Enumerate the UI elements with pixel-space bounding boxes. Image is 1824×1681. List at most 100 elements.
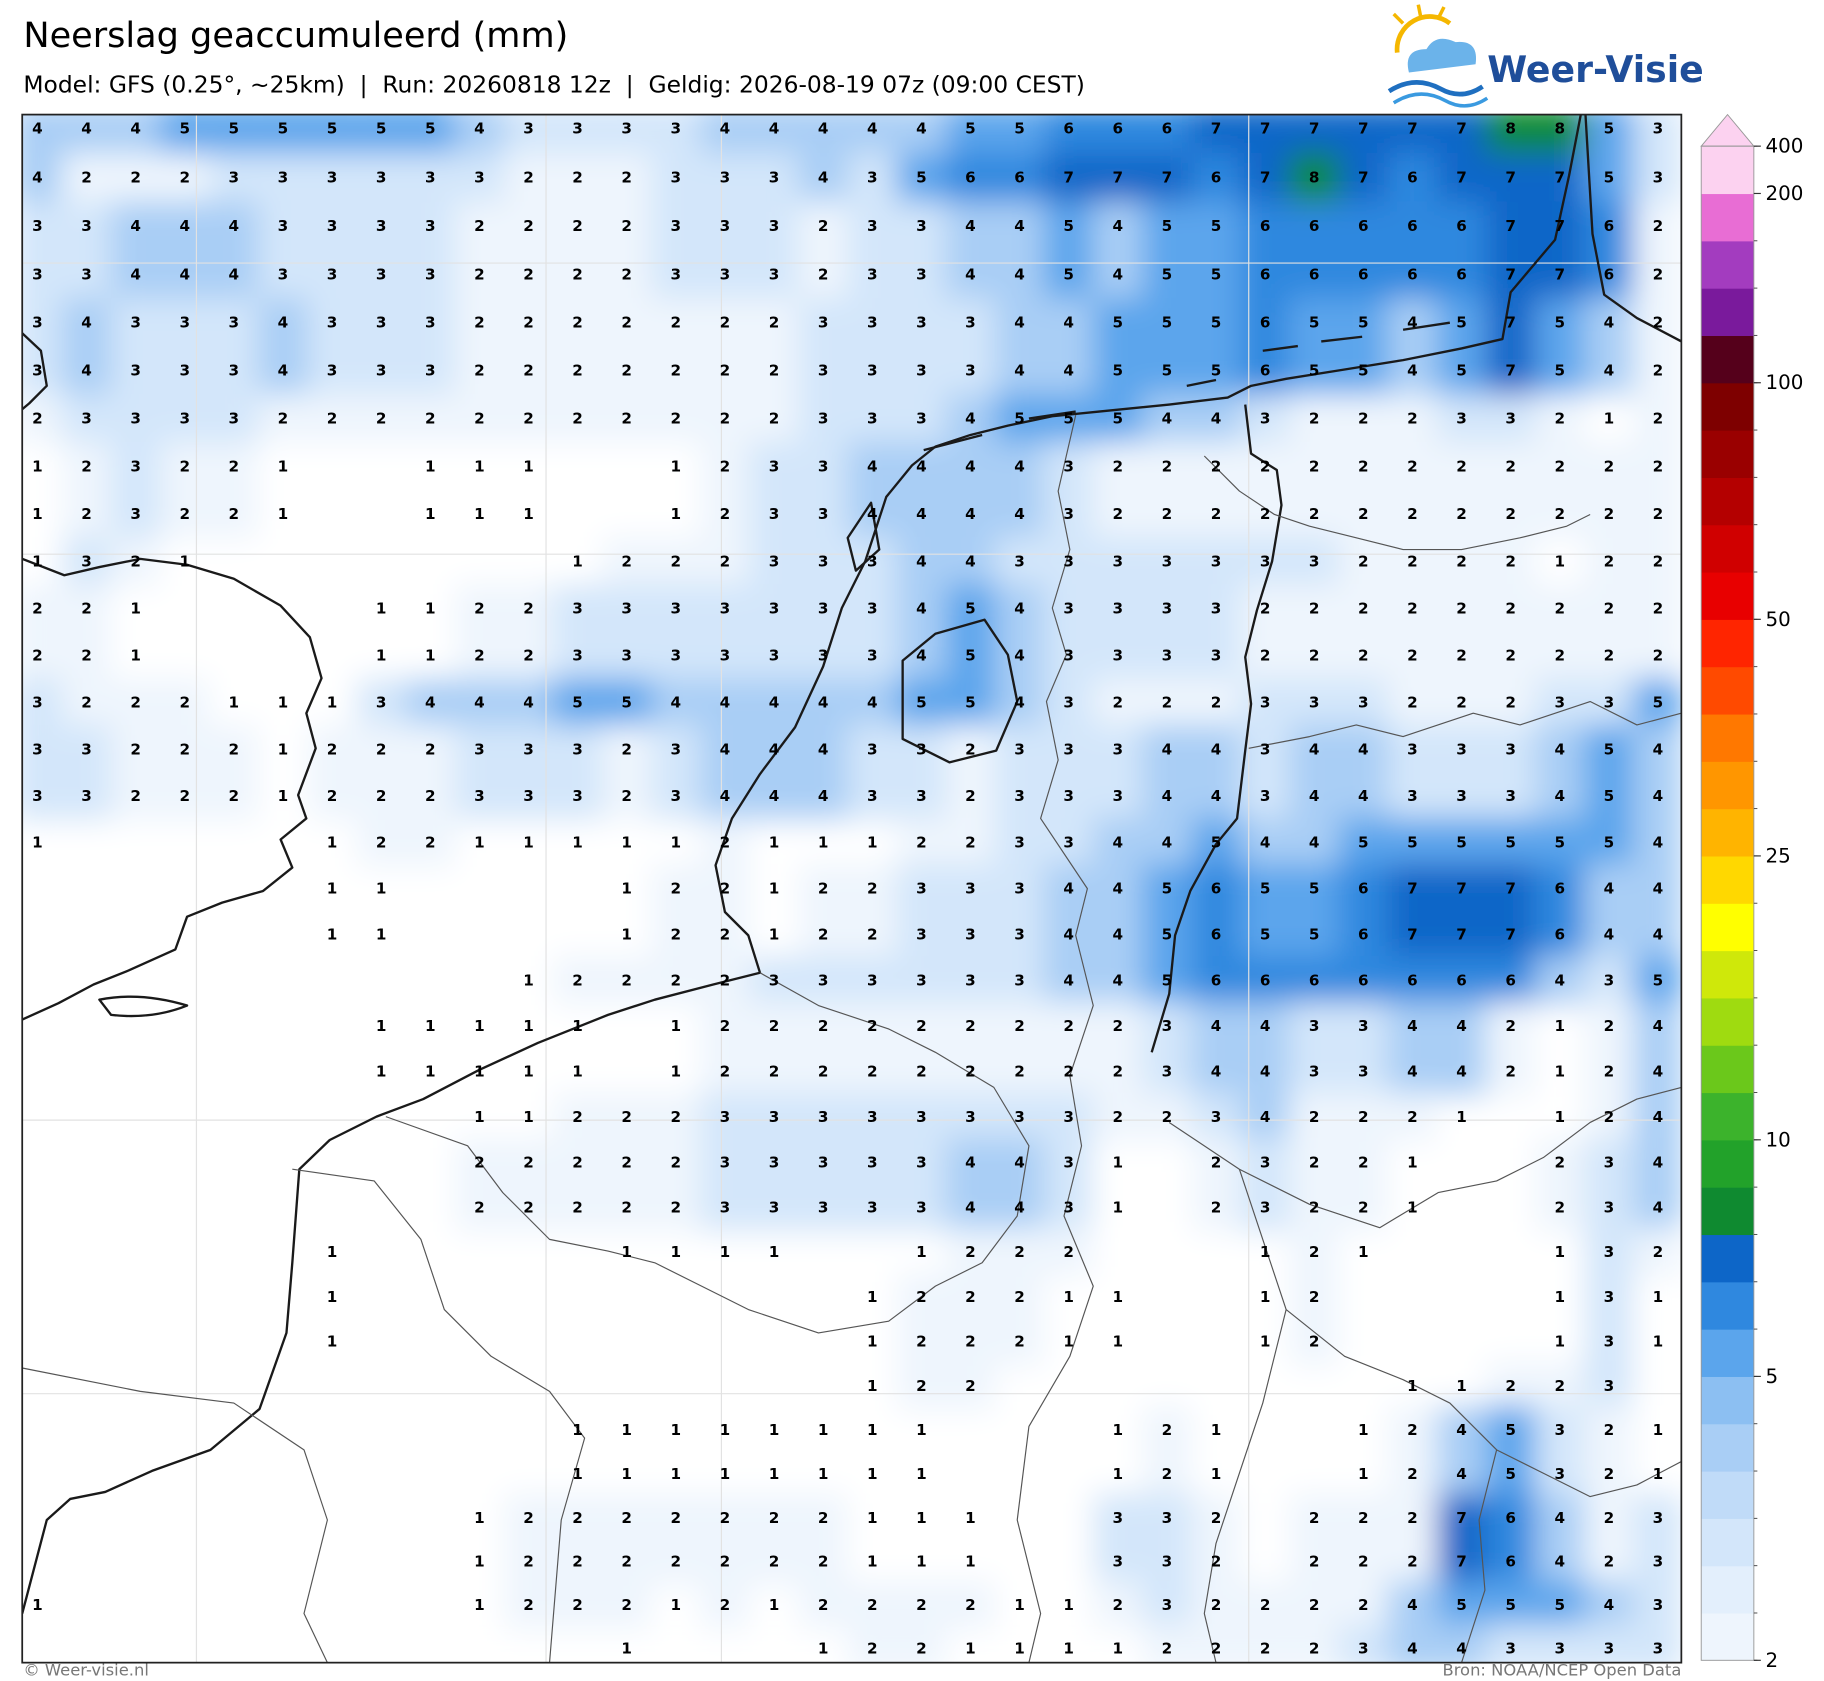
precip-cell — [798, 249, 848, 299]
grid-value: 3 — [916, 971, 927, 989]
precip-cell — [995, 346, 1045, 396]
precip-cell — [209, 489, 259, 539]
precip-cell — [1387, 771, 1437, 821]
border — [1248, 700, 1682, 749]
grid-value: 2 — [1653, 552, 1664, 570]
grid-value: 3 — [278, 265, 289, 283]
precip-cell — [1584, 536, 1634, 586]
grid-value: 5 — [278, 120, 289, 138]
grid-value: 4 — [1014, 1198, 1025, 1216]
logo-rays — [1392, 4, 1446, 25]
precip-cell — [602, 631, 652, 681]
grid-labels: 4 4 4 5 5 5 5 5 5 4 3 3 3 3 4 4 4 4 4 5 5 6 6 6 7 7 7 7 7 7 8 8 5 34 2 2 2 3 3… — [32, 120, 1663, 1658]
precip-cell — [1486, 817, 1536, 867]
grid-value: 2 — [1653, 314, 1664, 332]
precip-cell — [1436, 152, 1487, 202]
precip-cell — [651, 678, 701, 728]
precip-cell — [651, 1537, 701, 1587]
precip-cell — [1584, 489, 1634, 539]
precip-cell — [111, 724, 161, 774]
grid-value: 1 — [1063, 1333, 1074, 1351]
precip-cell — [503, 346, 554, 396]
grid-value: 2 — [130, 694, 141, 712]
grid-value: 2 — [1407, 600, 1418, 618]
grid-value: 5 — [1309, 362, 1320, 380]
colorbar-segment — [1701, 997, 1754, 1046]
precip-cell — [1486, 114, 1536, 154]
grid-value: 1 — [965, 1509, 976, 1527]
grid-value: 8 — [1309, 168, 1320, 186]
precip-cell — [1486, 1493, 1536, 1543]
grid-value: 3 — [376, 168, 387, 186]
grid-value: 1 — [671, 1017, 682, 1035]
precip-cell — [945, 346, 996, 396]
grid-value: 4 — [229, 265, 240, 283]
grid-value: 6 — [1260, 362, 1271, 380]
precip-cell — [602, 724, 652, 774]
precip-cell — [553, 249, 603, 299]
grid-value: 2 — [1505, 1063, 1516, 1081]
grid-value: 4 — [965, 265, 976, 283]
grid-value: 1 — [376, 1017, 387, 1035]
precip-cell — [1633, 1137, 1682, 1187]
grid-value: 3 — [425, 217, 436, 235]
grid-value: 3 — [474, 740, 485, 758]
precip-cell — [1584, 1361, 1634, 1411]
precip-cell — [847, 678, 897, 728]
grid-value: 2 — [1505, 1017, 1516, 1035]
grid-value: 2 — [1309, 647, 1320, 665]
precip-cell — [503, 678, 554, 728]
precip-cell — [1289, 1272, 1339, 1322]
precip-cell — [847, 724, 897, 774]
precip-cell — [798, 536, 848, 586]
precip-cell — [1486, 584, 1536, 634]
grid-value: 5 — [327, 120, 338, 138]
colorbar-segment — [1701, 619, 1754, 668]
grid-value: 3 — [720, 217, 731, 235]
colorbar-segment — [1701, 761, 1754, 810]
grid-value: 1 — [1112, 1153, 1123, 1171]
grid-value: 3 — [1358, 694, 1369, 712]
precip-cell — [700, 678, 750, 728]
grid-value: 2 — [376, 833, 387, 851]
grid-value: 2 — [818, 880, 829, 898]
grid-value: 2 — [818, 926, 829, 944]
precip-cell — [847, 863, 897, 914]
precip-cell — [1191, 114, 1241, 154]
border — [385, 972, 1030, 1334]
grid-value: 2 — [916, 833, 927, 851]
grid-value: 2 — [720, 410, 731, 428]
grid-value: 8 — [1505, 120, 1516, 138]
grid-value: 4 — [1014, 362, 1025, 380]
grid-value: 2 — [1407, 1465, 1418, 1483]
precip-cell — [896, 1001, 946, 1051]
grid-value: 2 — [376, 787, 387, 805]
grid-value: 2 — [867, 926, 878, 944]
colorbar-segment — [1701, 1565, 1754, 1614]
precip-cell — [1289, 1537, 1339, 1587]
grid-value: 3 — [425, 314, 436, 332]
precip-cell — [1289, 1182, 1339, 1232]
precip-cell — [1044, 631, 1094, 681]
grid-value: 2 — [720, 1017, 731, 1035]
grid-value: 6 — [1505, 1553, 1516, 1571]
precip-cell — [847, 1182, 897, 1232]
grid-value: 3 — [1162, 1063, 1173, 1081]
precip-cell — [602, 152, 652, 202]
precip-cell — [22, 584, 62, 634]
grid-value: 4 — [1014, 457, 1025, 475]
grid-value: 2 — [32, 600, 43, 618]
precip-cell — [995, 678, 1045, 728]
precip-cell — [1142, 536, 1192, 586]
grid-value: 3 — [867, 787, 878, 805]
grid-value: 1 — [965, 1639, 976, 1657]
grid-value: 2 — [425, 410, 436, 428]
precip-cell — [651, 1137, 701, 1187]
precip-cell — [651, 724, 701, 774]
grid-value: 2 — [1260, 457, 1271, 475]
grid-value: 1 — [425, 647, 436, 665]
grid-value: 3 — [1604, 1243, 1615, 1261]
grid-value: 2 — [671, 1509, 682, 1527]
grid-value: 3 — [179, 362, 190, 380]
